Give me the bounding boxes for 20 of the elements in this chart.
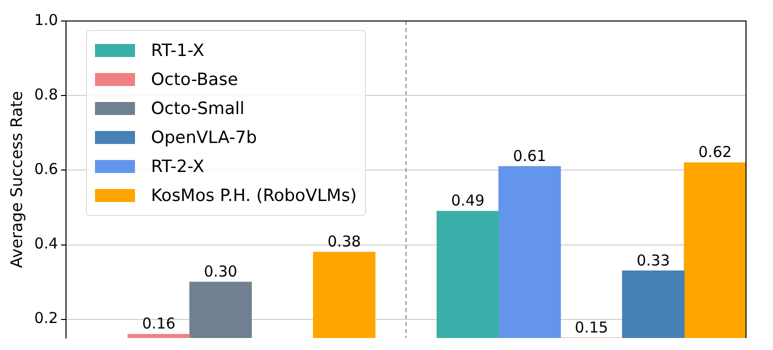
data-label: 0.61 [512, 146, 546, 165]
legend-label: Octo-Small [151, 98, 244, 118]
data-label: 0.38 [328, 232, 361, 251]
y-axis-title: Average Success Rate [6, 91, 26, 268]
data-label: 0.49 [451, 192, 485, 210]
legend-label: RT-1-X [151, 40, 204, 60]
y-tick-label: 0.8 [34, 85, 58, 104]
legend-label: KosMos P.H. (RoboVLMs) [151, 186, 357, 206]
legend-label: OpenVLA-7b [151, 128, 257, 148]
data-label: 0.62 [698, 143, 732, 162]
legend-label: RT-2-X [151, 156, 204, 176]
data-label: 0.33 [636, 251, 670, 270]
data-label: 0.15 [574, 318, 608, 336]
data-label: 0.30 [204, 262, 238, 280]
y-tick-label: 0.2 [34, 309, 58, 328]
legend-label: Octo-Base [151, 70, 238, 90]
y-tick-label: 0.4 [34, 234, 58, 253]
y-tick-label: 1.0 [34, 10, 58, 29]
data-label: 0.16 [142, 314, 176, 333]
y-tick-label: 0.6 [34, 160, 58, 178]
